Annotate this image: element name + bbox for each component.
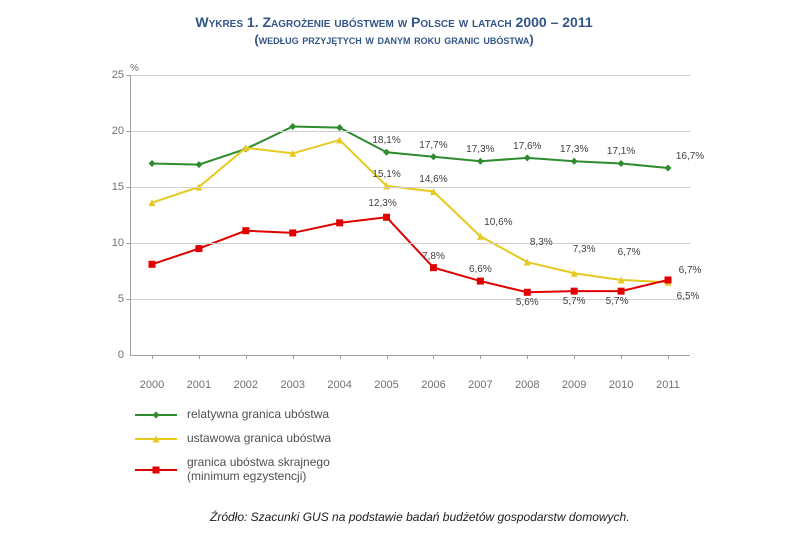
data-point-label: 12,3%: [368, 198, 396, 209]
x-axis: [130, 355, 690, 356]
legend-swatch: [135, 408, 177, 422]
square-icon: [149, 463, 163, 477]
x-tick: [199, 355, 200, 359]
x-tick: [152, 355, 153, 359]
title-line-2: (według przyjętych w danym roku granic u…: [0, 32, 788, 48]
x-tick-label: 2003: [280, 379, 304, 391]
plot-area: [130, 75, 690, 355]
legend-item: ustawowa granica ubóstwa: [135, 432, 331, 446]
figure: Wykres 1. Zagrożenie ubóstwem w Polsce w…: [0, 0, 788, 536]
data-point-label: 5,7%: [563, 296, 586, 307]
x-tick-label: 2008: [515, 379, 539, 391]
x-tick: [293, 355, 294, 359]
y-axis-unit: %: [130, 63, 139, 74]
triangle-icon: [149, 432, 163, 446]
y-tick-label: 0: [90, 349, 124, 361]
x-tick: [340, 355, 341, 359]
source-citation: Źródło: Szacunki GUS na podstawie badań …: [210, 510, 768, 524]
x-tick: [574, 355, 575, 359]
y-tick-label: 20: [90, 125, 124, 137]
x-tick: [433, 355, 434, 359]
data-point-label: 5,7%: [606, 296, 629, 307]
x-tick: [668, 355, 669, 359]
x-tick-label: 2002: [234, 379, 258, 391]
data-point-label: 17,6%: [513, 141, 541, 152]
data-point-label: 7,3%: [573, 244, 596, 255]
data-point-label: 6,7%: [679, 265, 702, 276]
y-tick-label: 5: [90, 293, 124, 305]
legend-label: granica ubóstwa skrajnego (minimum egzys…: [187, 456, 330, 484]
legend-swatch: [135, 432, 177, 446]
gridline: [130, 243, 690, 244]
legend-label: relatywna granica ubóstwa: [187, 408, 329, 422]
data-point-label: 6,7%: [618, 247, 641, 258]
x-tick-label: 2009: [562, 379, 586, 391]
legend-item: granica ubóstwa skrajnego (minimum egzys…: [135, 456, 331, 484]
y-tick-label: 15: [90, 181, 124, 193]
x-tick-label: 2005: [374, 379, 398, 391]
chart-title: Wykres 1. Zagrożenie ubóstwem w Polsce w…: [0, 14, 788, 48]
x-tick: [621, 355, 622, 359]
title-line-1: Wykres 1. Zagrożenie ubóstwem w Polsce w…: [0, 14, 788, 32]
gridline: [130, 187, 690, 188]
chart-area: % 0 5 10 15 20 25 2000 2001 2002 2003 2004 2005 2006…: [90, 65, 710, 395]
diamond-icon: [149, 408, 163, 422]
gridline: [130, 75, 690, 76]
x-tick-label: 2011: [656, 379, 680, 391]
gridline: [130, 131, 690, 132]
data-point-label: 18,1%: [372, 135, 400, 146]
y-tick-label: 25: [90, 69, 124, 81]
legend-label: ustawowa granica ubóstwa: [187, 432, 331, 446]
x-tick: [246, 355, 247, 359]
x-tick: [527, 355, 528, 359]
legend-item: relatywna granica ubóstwa: [135, 408, 331, 422]
x-tick-label: 2000: [140, 379, 164, 391]
data-point-label: 15,1%: [372, 169, 400, 180]
x-tick-label: 2006: [421, 379, 445, 391]
x-tick: [480, 355, 481, 359]
data-point-label: 8,3%: [530, 237, 553, 248]
legend: relatywna granica ubóstwa ustawowa granic…: [135, 408, 331, 494]
x-tick-label: 2004: [327, 379, 351, 391]
y-axis: [130, 75, 131, 355]
x-tick: [387, 355, 388, 359]
x-tick-label: 2007: [468, 379, 492, 391]
y-tick-label: 10: [90, 237, 124, 249]
data-point-label: 16,7%: [676, 151, 704, 162]
data-point-label: 6,6%: [469, 264, 492, 275]
data-point-label: 5,6%: [516, 297, 539, 308]
data-point-label: 14,6%: [419, 174, 447, 185]
data-point-label: 17,3%: [560, 144, 588, 155]
legend-swatch: [135, 463, 177, 477]
data-point-label: 17,7%: [419, 140, 447, 151]
data-point-label: 6,5%: [677, 291, 700, 302]
data-point-label: 7,8%: [422, 251, 445, 262]
x-tick-label: 2001: [187, 379, 211, 391]
chart-svg: [130, 75, 690, 355]
data-point-label: 17,1%: [607, 146, 635, 157]
data-point-label: 10,6%: [484, 217, 512, 228]
data-point-label: 17,3%: [466, 144, 494, 155]
x-tick-label: 2010: [609, 379, 633, 391]
